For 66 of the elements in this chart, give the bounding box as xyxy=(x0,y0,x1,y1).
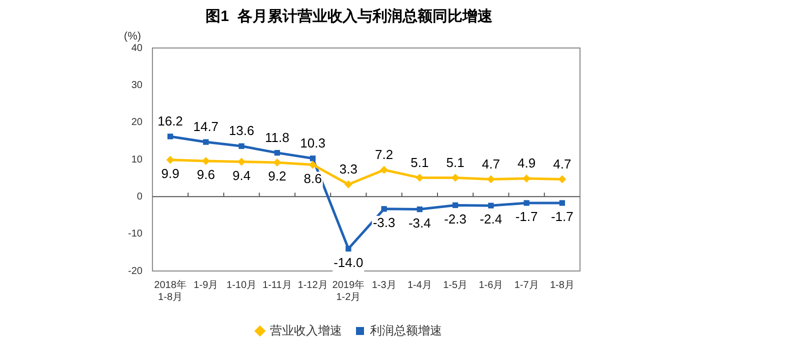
y-tick-label: -20 xyxy=(128,266,143,277)
y-tick-label: 30 xyxy=(131,80,143,91)
data-label: 4.7 xyxy=(553,156,572,172)
data-label: 11.8 xyxy=(264,130,290,145)
data-label: -2.4 xyxy=(480,212,502,227)
point xyxy=(203,139,209,145)
data-label: 16.2 xyxy=(158,114,183,129)
x-tick-label: 1-10月 xyxy=(226,280,257,291)
x-tick-label: 1-11月 xyxy=(262,280,292,291)
point xyxy=(344,180,352,188)
x-tick-label: 1-9月 xyxy=(194,280,218,291)
data-label: 8.6 xyxy=(304,170,322,186)
x-tick-label: 1-4月 xyxy=(407,280,432,291)
data-label: -3.3 xyxy=(372,215,396,230)
data-label: 5.1 xyxy=(410,154,429,170)
data-label: 9.2 xyxy=(268,168,286,184)
point xyxy=(380,166,388,174)
y-tick-label: 40 xyxy=(131,42,143,54)
point xyxy=(559,200,566,206)
y-tick-label: -10 xyxy=(128,228,143,240)
legend-label: 利润总额增速 xyxy=(370,323,442,338)
chart-title: 图1 各月累计营业收入与利润总额同比增速 xyxy=(206,7,494,26)
data-label: -3.4 xyxy=(408,215,431,230)
x-tick-label: 1-5月 xyxy=(443,280,468,291)
data-label: 9.9 xyxy=(161,166,180,181)
point xyxy=(558,175,566,184)
x-tick-label: 2019年 1-2月 xyxy=(332,278,365,303)
point xyxy=(238,143,244,149)
data-label: 3.3 xyxy=(339,161,358,176)
data-label: 10.3 xyxy=(300,135,326,150)
data-label: -14.0 xyxy=(334,254,364,270)
point xyxy=(310,156,316,162)
data-label: 9.6 xyxy=(196,167,215,182)
point xyxy=(273,158,282,166)
point xyxy=(381,206,387,212)
point xyxy=(274,150,280,156)
data-label: 13.6 xyxy=(228,123,254,138)
point xyxy=(524,200,530,206)
data-label: 4.7 xyxy=(482,156,500,172)
data-label: -2.3 xyxy=(444,211,466,226)
data-label: 5.1 xyxy=(446,154,464,170)
y-tick-label: 20 xyxy=(131,117,143,128)
data-label: 7.2 xyxy=(375,146,394,162)
x-tick-label: 2018年 1-8月 xyxy=(154,278,186,303)
x-tick-label: 1-7月 xyxy=(514,280,539,291)
data-label: -1.7 xyxy=(550,209,574,224)
data-label: 4.9 xyxy=(518,156,536,171)
point xyxy=(416,206,422,212)
x-tick-label: 1-8月 xyxy=(550,280,574,291)
point xyxy=(167,134,174,140)
data-label: -1.7 xyxy=(515,209,538,224)
legend-label: 营业收入增速 xyxy=(270,323,342,338)
y-tick-label: 0 xyxy=(136,191,143,202)
data-label: 9.4 xyxy=(232,168,251,183)
point xyxy=(308,160,317,169)
point xyxy=(452,202,458,208)
y-tick-label: 10 xyxy=(131,154,143,166)
x-tick-label: 1-3月 xyxy=(372,280,396,291)
point xyxy=(346,246,352,252)
x-tick-label: 1-6月 xyxy=(478,280,504,291)
point xyxy=(488,202,494,208)
point xyxy=(166,156,174,164)
y-axis-title: (%) xyxy=(124,30,142,43)
point xyxy=(486,175,495,184)
x-tick-label: 1-12月 xyxy=(298,280,328,291)
data-label: 14.7 xyxy=(193,119,219,134)
